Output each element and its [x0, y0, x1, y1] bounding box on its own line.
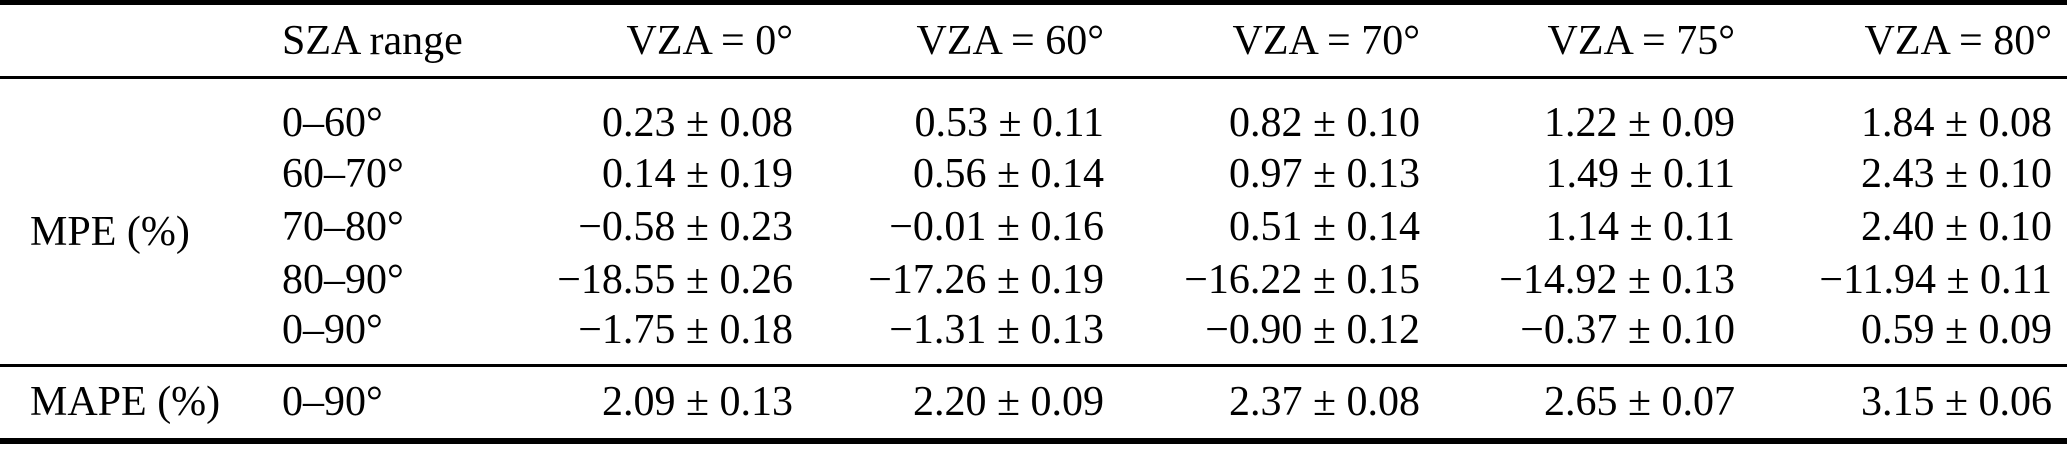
sza-cell: 80–90° — [282, 256, 404, 303]
value-cell: 1.84 ± 0.08 — [1860, 100, 2052, 146]
value-cell: 2.40 ± 0.10 — [1860, 203, 2052, 250]
value-cell: −0.90 ± 0.12 — [1104, 306, 1420, 367]
value-cell: −18.55 ± 0.26 — [557, 256, 793, 303]
sza-cell: 0–60° — [282, 100, 383, 146]
value-cell: −11.94 ± 0.11 — [1819, 256, 2052, 303]
header-cell-vza-0: VZA = 0° — [480, 2, 793, 79]
row-group-label-mpe: MPE (%) — [0, 77, 282, 367]
value-cell: −0.01 ± 0.16 — [889, 203, 1104, 250]
value-cell: 0.51 ± 0.14 — [1228, 203, 1420, 250]
table-row: 70–80° −0.58 ± 0.23 −0.01 ± 0.16 0.51 ± … — [0, 200, 2067, 253]
value-cell: −17.26 ± 0.19 — [868, 256, 1104, 303]
value-cell: 2.20 ± 0.09 — [912, 379, 1104, 426]
value-cell: −1.75 ± 0.18 — [480, 306, 793, 367]
table-row: 60–70° 0.14 ± 0.19 0.56 ± 0.14 0.97 ± 0.… — [0, 147, 2067, 200]
value-cell: 0.59 ± 0.09 — [1735, 306, 2067, 367]
header-cell-vza-60: VZA = 60° — [793, 2, 1104, 79]
value-cell: −16.22 ± 0.15 — [1184, 256, 1420, 303]
value-cell: 2.43 ± 0.10 — [1860, 150, 2052, 197]
header-row: SZA range VZA = 0° VZA = 60° VZA = 70° V… — [0, 2, 2067, 79]
table-row: 0–90° −1.75 ± 0.18 −1.31 ± 0.13 −0.90 ± … — [0, 306, 2067, 367]
value-cell: −1.31 ± 0.13 — [793, 306, 1104, 367]
value-cell: −0.58 ± 0.23 — [578, 203, 793, 250]
header-cell-vza-80: VZA = 80° — [1735, 2, 2067, 79]
value-cell: 1.22 ± 0.09 — [1543, 100, 1735, 146]
mape-section: MAPE (%) 0–90° 2.09 ± 0.13 2.20 ± 0.09 2… — [0, 366, 2067, 441]
header-cell-empty — [0, 2, 282, 79]
sza-cell: 0–90° — [282, 306, 480, 367]
value-cell: 0.82 ± 0.10 — [1228, 100, 1420, 146]
sza-cell: 70–80° — [282, 203, 404, 250]
value-cell: 2.65 ± 0.07 — [1543, 379, 1735, 426]
table-row: 80–90° −18.55 ± 0.26 −17.26 ± 0.19 −16.2… — [0, 253, 2067, 306]
value-cell: 0.14 ± 0.19 — [601, 150, 793, 197]
value-cell: 1.49 ± 0.11 — [1545, 150, 1736, 197]
value-cell: 2.09 ± 0.13 — [601, 379, 793, 426]
value-cell: 3.15 ± 0.06 — [1860, 379, 2052, 426]
value-cell: 0.23 ± 0.08 — [601, 100, 793, 146]
value-cell: 0.97 ± 0.13 — [1228, 150, 1420, 197]
table-row: MPE (%) 0–60° 0.23 ± 0.08 0.53 ± 0.11 0.… — [0, 77, 2067, 367]
row-group-label-mape: MAPE (%) — [30, 379, 221, 426]
header-cell-sza-range: SZA range — [282, 2, 480, 79]
mpe-section: MPE (%) 0–60° 0.23 ± 0.08 0.53 ± 0.11 0.… — [0, 77, 2067, 367]
value-cell: 2.37 ± 0.08 — [1228, 379, 1420, 426]
sza-cell: 0–90° — [282, 379, 383, 426]
value-cell: 1.14 ± 0.11 — [1545, 203, 1736, 250]
value-cell: −14.92 ± 0.13 — [1499, 256, 1735, 303]
header-cell-vza-75: VZA = 75° — [1420, 2, 1735, 79]
value-cell: 0.56 ± 0.14 — [912, 150, 1104, 197]
sza-cell: 60–70° — [282, 150, 404, 197]
error-statistics-table: SZA range VZA = 0° VZA = 60° VZA = 70° V… — [0, 0, 2067, 444]
table-row: MAPE (%) 0–90° 2.09 ± 0.13 2.20 ± 0.09 2… — [0, 366, 2067, 441]
value-cell: 0.53 ± 0.11 — [914, 100, 1105, 146]
header-cell-vza-70: VZA = 70° — [1104, 2, 1420, 79]
value-cell: −0.37 ± 0.10 — [1420, 306, 1735, 367]
